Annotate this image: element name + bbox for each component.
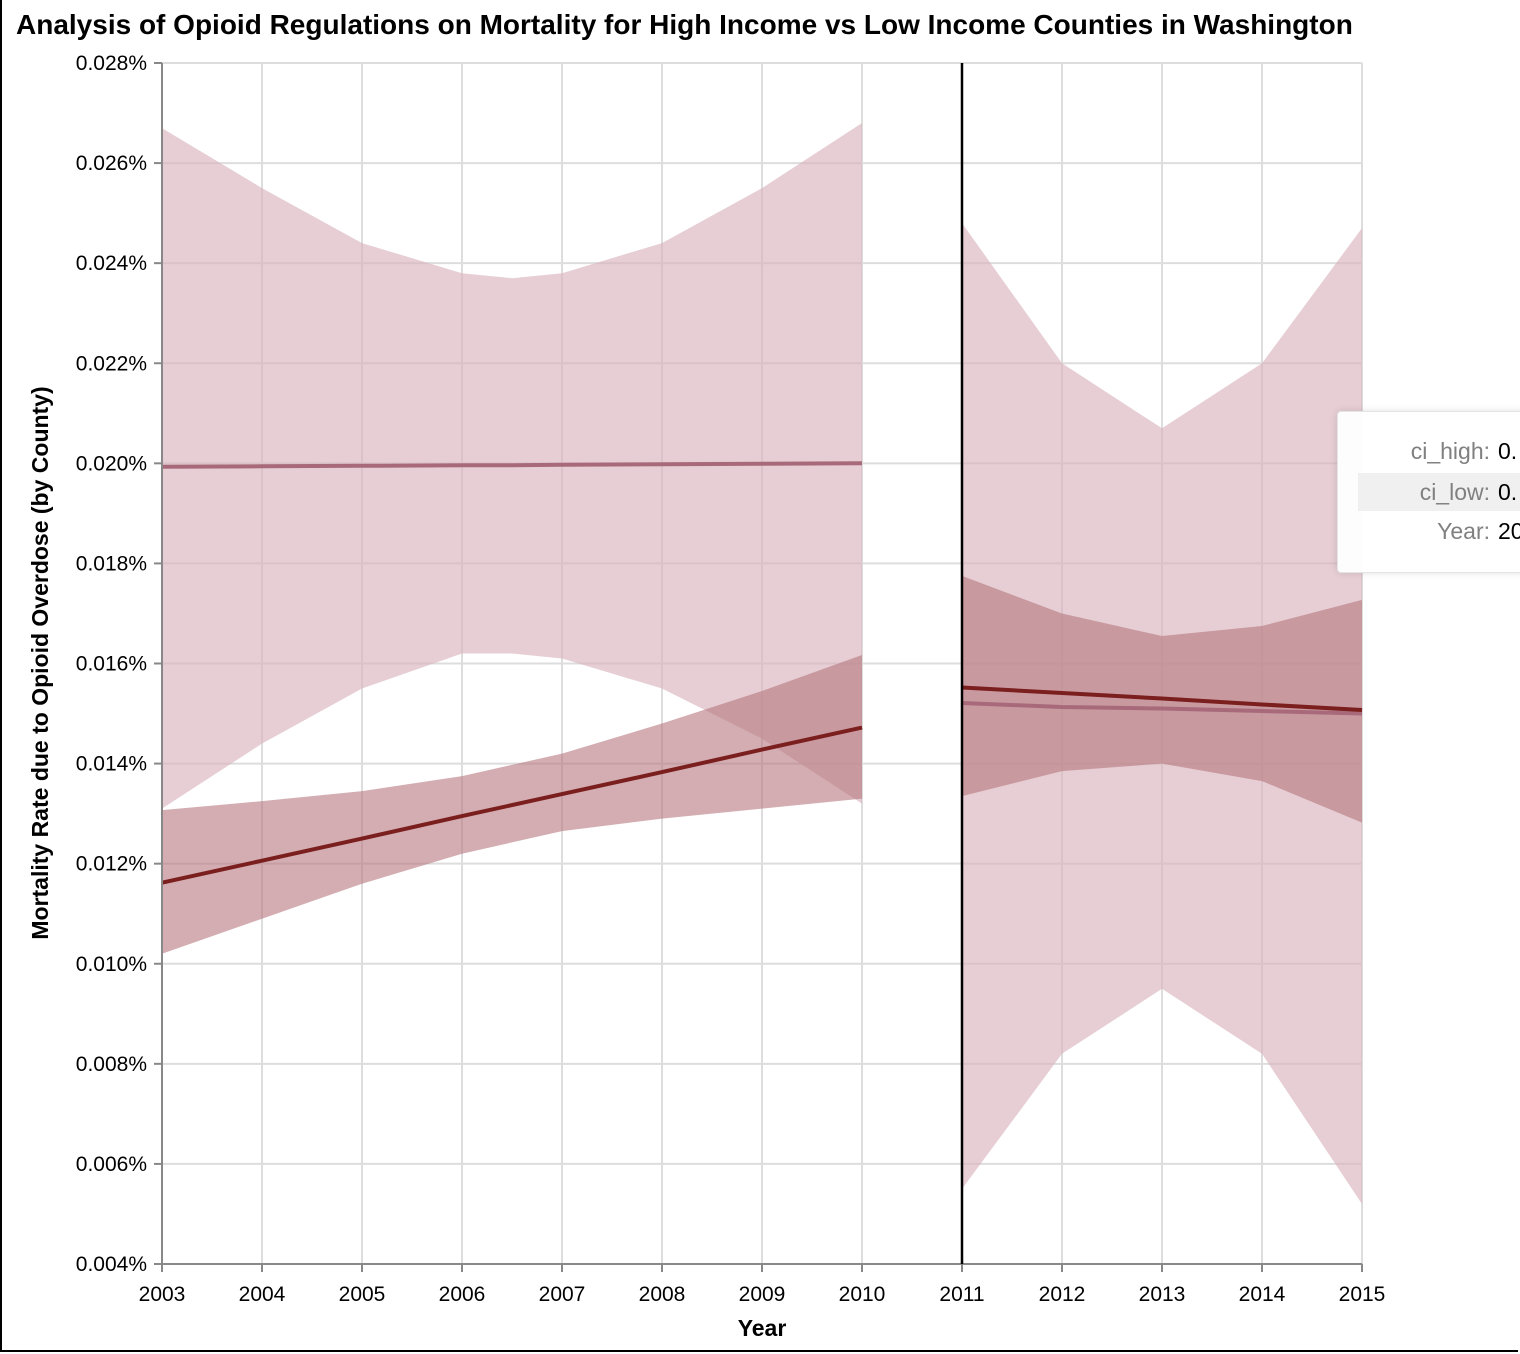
y-tick-label: 0.020% bbox=[76, 452, 147, 475]
x-axis-title: Year bbox=[738, 1315, 787, 1341]
x-tick-label: 2015 bbox=[1339, 1283, 1386, 1306]
chart-title: Analysis of Opioid Regulations on Mortal… bbox=[16, 9, 1353, 40]
trend-line-pre bbox=[161, 461, 863, 469]
y-tick-label: 0.010% bbox=[76, 953, 147, 976]
x-tick-label: 2011 bbox=[939, 1283, 984, 1306]
x-tick-label: 2009 bbox=[739, 1283, 786, 1306]
trend-line-pre bbox=[161, 725, 863, 885]
x-tick-label: 2013 bbox=[1139, 1283, 1186, 1306]
tooltip-key: Year: bbox=[1437, 518, 1490, 544]
x-tick-label: 2004 bbox=[239, 1283, 286, 1306]
y-tick-label: 0.006% bbox=[76, 1153, 147, 1176]
tooltip-key: ci_low: bbox=[1419, 479, 1490, 505]
y-tick-labels: 0.004% 0.006% 0.008% 0.010% 0.012% 0.014% 0.01… bbox=[76, 52, 147, 1276]
x-tick-label: 2010 bbox=[839, 1283, 886, 1306]
x-tick-labels: 2003 2004 2005 2006 2007 2008 2009 2010 2011 2012… bbox=[139, 1283, 1386, 1306]
tooltip-row-ci-low: ci_low: 0. bbox=[1358, 473, 1520, 511]
y-axis-title: Mortality Rate due to Opioid Overdose (b… bbox=[27, 386, 53, 939]
x-tick-label: 2007 bbox=[539, 1283, 586, 1306]
y-tick-label: 0.022% bbox=[76, 352, 147, 375]
trend-line-post bbox=[961, 685, 1363, 712]
tooltip-value: 20 bbox=[1498, 518, 1520, 544]
tooltip-value: 0. bbox=[1498, 479, 1518, 505]
x-tick-label: 2014 bbox=[1239, 1283, 1286, 1306]
x-tick-label: 2003 bbox=[139, 1283, 186, 1306]
tooltip-row-year: Year: 20 bbox=[1358, 512, 1520, 550]
y-tick-label: 0.016% bbox=[76, 653, 147, 676]
axes bbox=[154, 62, 1363, 1272]
x-tick-label: 2012 bbox=[1039, 1283, 1086, 1306]
trend-line-post bbox=[961, 701, 1363, 716]
tooltip-key: ci_high: bbox=[1410, 438, 1490, 464]
tooltip-value: 0. bbox=[1498, 438, 1518, 464]
y-tick-label: 0.008% bbox=[76, 1053, 147, 1076]
x-tick-label: 2006 bbox=[439, 1283, 486, 1306]
y-tick-label: 0.028% bbox=[76, 52, 147, 75]
y-tick-label: 0.024% bbox=[76, 252, 147, 275]
x-tick-label: 2008 bbox=[639, 1283, 686, 1306]
y-tick-label: 0.004% bbox=[76, 1253, 147, 1276]
y-tick-label: 0.012% bbox=[76, 853, 147, 876]
tooltip-row-ci-high: ci_high: 0. bbox=[1358, 432, 1520, 470]
tooltip: ci_high: 0. ci_low: 0. Year: 20 bbox=[1337, 411, 1520, 573]
y-tick-label: 0.018% bbox=[76, 552, 147, 575]
y-tick-label: 0.026% bbox=[76, 152, 147, 175]
y-tick-label: 0.014% bbox=[76, 753, 147, 776]
x-tick-label: 2005 bbox=[339, 1283, 386, 1306]
trend-lines bbox=[161, 461, 1363, 885]
